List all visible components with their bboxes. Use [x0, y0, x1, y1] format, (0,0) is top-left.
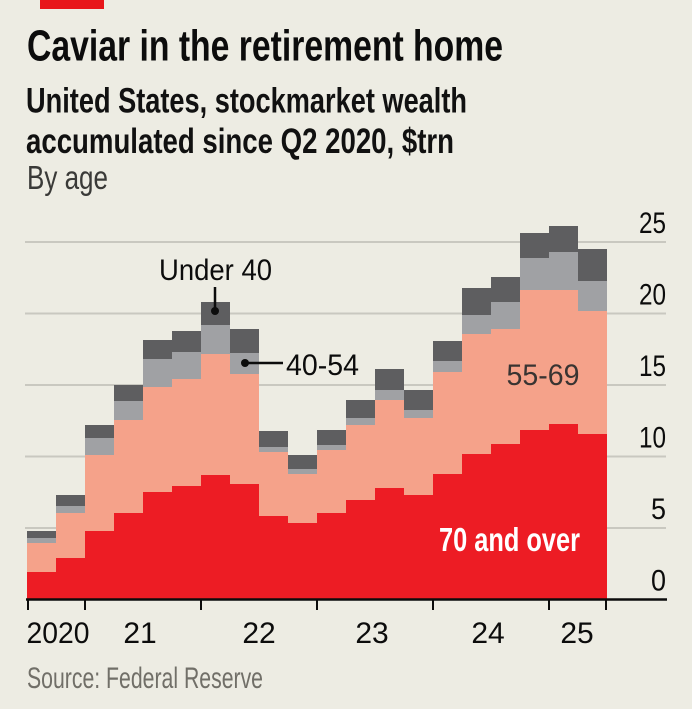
svg-text:22: 22	[242, 617, 275, 650]
svg-text:70 and over: 70 and over	[439, 521, 580, 558]
svg-text:Source: Federal Reserve: Source: Federal Reserve	[27, 662, 263, 695]
svg-text:20: 20	[639, 279, 666, 312]
svg-text:accumulated since Q2 2020, $tr: accumulated since Q2 2020, $trn	[26, 122, 454, 161]
svg-text:10: 10	[639, 422, 666, 455]
svg-text:23: 23	[355, 617, 388, 650]
svg-text:2020: 2020	[27, 617, 90, 650]
svg-text:24: 24	[471, 617, 504, 650]
svg-text:55-69: 55-69	[507, 359, 580, 392]
svg-text:Caviar in the retirement home: Caviar in the retirement home	[27, 22, 503, 71]
svg-text:By age: By age	[27, 159, 108, 196]
svg-text:United States, stockmarket wea: United States, stockmarket wealth	[26, 82, 467, 121]
svg-text:21: 21	[123, 617, 156, 650]
svg-text:40-54: 40-54	[286, 349, 359, 382]
svg-text:5: 5	[651, 493, 666, 526]
svg-text:15: 15	[639, 350, 666, 383]
svg-text:Under 40: Under 40	[159, 254, 272, 287]
svg-text:25: 25	[639, 207, 666, 240]
svg-text:25: 25	[560, 617, 593, 650]
svg-text:0: 0	[651, 565, 666, 598]
